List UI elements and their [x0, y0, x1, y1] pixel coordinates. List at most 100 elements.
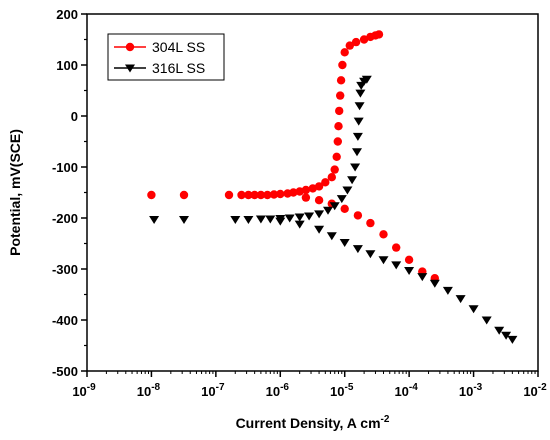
- series-1-point-40: [481, 316, 492, 325]
- y-tick-label: 100: [56, 58, 78, 73]
- series-1-point-29: [339, 239, 350, 247]
- series-0-point-11: [289, 188, 298, 197]
- series-1-point-35: [417, 273, 428, 282]
- series-1-point-13: [336, 195, 347, 204]
- x-tick-label: 10-4: [394, 382, 418, 399]
- x-tick-label: 10-7: [201, 382, 225, 399]
- series-1-point-34: [404, 267, 415, 275]
- series-0-point-40: [392, 243, 401, 252]
- series-1-point-8: [294, 213, 305, 222]
- series-1-point-42: [501, 331, 512, 340]
- legend-label-1: 316L SS: [152, 60, 205, 76]
- y-tick-label: -400: [52, 313, 78, 328]
- x-tick-exponent: -5: [344, 382, 353, 393]
- series-0-point-17: [327, 173, 336, 182]
- series-0-point-9: [276, 189, 285, 199]
- legend-marker-1: [125, 64, 135, 73]
- series-1-point-24: [361, 75, 372, 84]
- x-tick-exponent: -6: [280, 382, 289, 393]
- series-1-point-27: [314, 225, 325, 234]
- series-1-point-10: [314, 210, 325, 219]
- series-0-point-3: [237, 190, 246, 200]
- series-0-point-28: [351, 37, 361, 47]
- series-0-point-1: [179, 190, 189, 200]
- series-1-point-3: [243, 216, 254, 224]
- x-axis-title: Current Density, A cm-2: [236, 414, 390, 431]
- series-0-point-41: [404, 255, 414, 264]
- data-marks: [147, 30, 518, 344]
- x-tick-exponent: -7: [216, 382, 225, 393]
- x-tick-label: 10-6: [266, 382, 290, 399]
- series-1-point-31: [365, 250, 376, 259]
- series-1-point-38: [455, 295, 466, 304]
- series-1-point-41: [494, 326, 505, 335]
- series-0-point-15: [314, 182, 324, 191]
- series-1-point-4: [255, 215, 266, 224]
- series-0-point-14: [308, 184, 317, 193]
- series-0-point-29: [359, 35, 369, 44]
- series-1-point-36: [429, 279, 440, 288]
- series-1-point-32: [378, 256, 389, 265]
- x-tick-base: 10: [72, 384, 86, 399]
- x-tick-base: 10: [459, 384, 473, 399]
- series-0-point-33: [301, 193, 311, 202]
- series-1-point-25: [275, 217, 286, 226]
- series-0-point-2: [224, 190, 234, 200]
- x-axis-title-main: Current Density, A cm: [236, 415, 381, 431]
- series-1-point-17: [352, 148, 362, 157]
- x-tick-label: 10-2: [523, 382, 547, 399]
- x-tick-label: 10-9: [72, 382, 96, 399]
- y-tick-label: -200: [52, 211, 78, 226]
- x-tick-base: 10: [201, 384, 215, 399]
- series-0-point-22: [335, 106, 344, 116]
- y-tick-label: 200: [56, 7, 78, 22]
- legend-label-0: 304L SS: [152, 39, 205, 55]
- x-tick-base: 10: [394, 384, 408, 399]
- series-1-point-20: [354, 102, 365, 111]
- x-tick-base: 10: [330, 384, 344, 399]
- x-tick-label: 10-5: [330, 382, 354, 399]
- series-1-point-30: [352, 245, 363, 254]
- series-0-point-27: [345, 41, 354, 50]
- x-tick-exponent: -2: [538, 382, 547, 393]
- series-1-point-28: [326, 232, 337, 241]
- legend: 304L SS 316L SS: [107, 33, 225, 81]
- series-1-point-14: [342, 186, 353, 195]
- series-1-point-1: [179, 216, 189, 224]
- series-0-point-24: [336, 76, 346, 85]
- series-0-point-36: [340, 204, 349, 213]
- x-tick-base: 10: [266, 384, 280, 399]
- series-1-point-9: [304, 212, 315, 221]
- series-0-point-32: [374, 30, 384, 39]
- series-1-point-33: [391, 261, 402, 270]
- series-1-point-16: [350, 163, 361, 172]
- series-0-point-38: [366, 218, 375, 228]
- series-0-point-7: [263, 190, 272, 200]
- y-tick-label: -500: [52, 364, 78, 379]
- x-tick-base: 10: [523, 384, 537, 399]
- series-0-point-0: [147, 190, 156, 200]
- series-0-point-23: [336, 91, 345, 100]
- series-1-point-39: [468, 305, 479, 314]
- series-1-point-7: [284, 214, 295, 223]
- series-1-point-26: [294, 220, 305, 229]
- y-axis-title: Potential, mV(SCE): [7, 129, 23, 256]
- series-0-point-18: [330, 165, 339, 174]
- series-0-point-37: [353, 211, 363, 220]
- series-1-point-0: [149, 216, 160, 224]
- x-tick-exponent: -9: [87, 382, 96, 393]
- series-0-point-34: [314, 196, 324, 205]
- x-tick-exponent: -4: [409, 382, 418, 393]
- legend-marker-0: [125, 42, 135, 52]
- y-tick-label: -100: [52, 160, 78, 175]
- series-0-point-20: [333, 137, 342, 146]
- series-0-point-4: [244, 190, 253, 200]
- series-1-point-2: [230, 216, 241, 224]
- series-1-point-43: [507, 335, 518, 344]
- series-0-point-21: [334, 122, 343, 131]
- series-0-point-19: [332, 152, 341, 161]
- series-0-point-26: [340, 48, 349, 57]
- x-tick-exponent: -3: [473, 382, 482, 393]
